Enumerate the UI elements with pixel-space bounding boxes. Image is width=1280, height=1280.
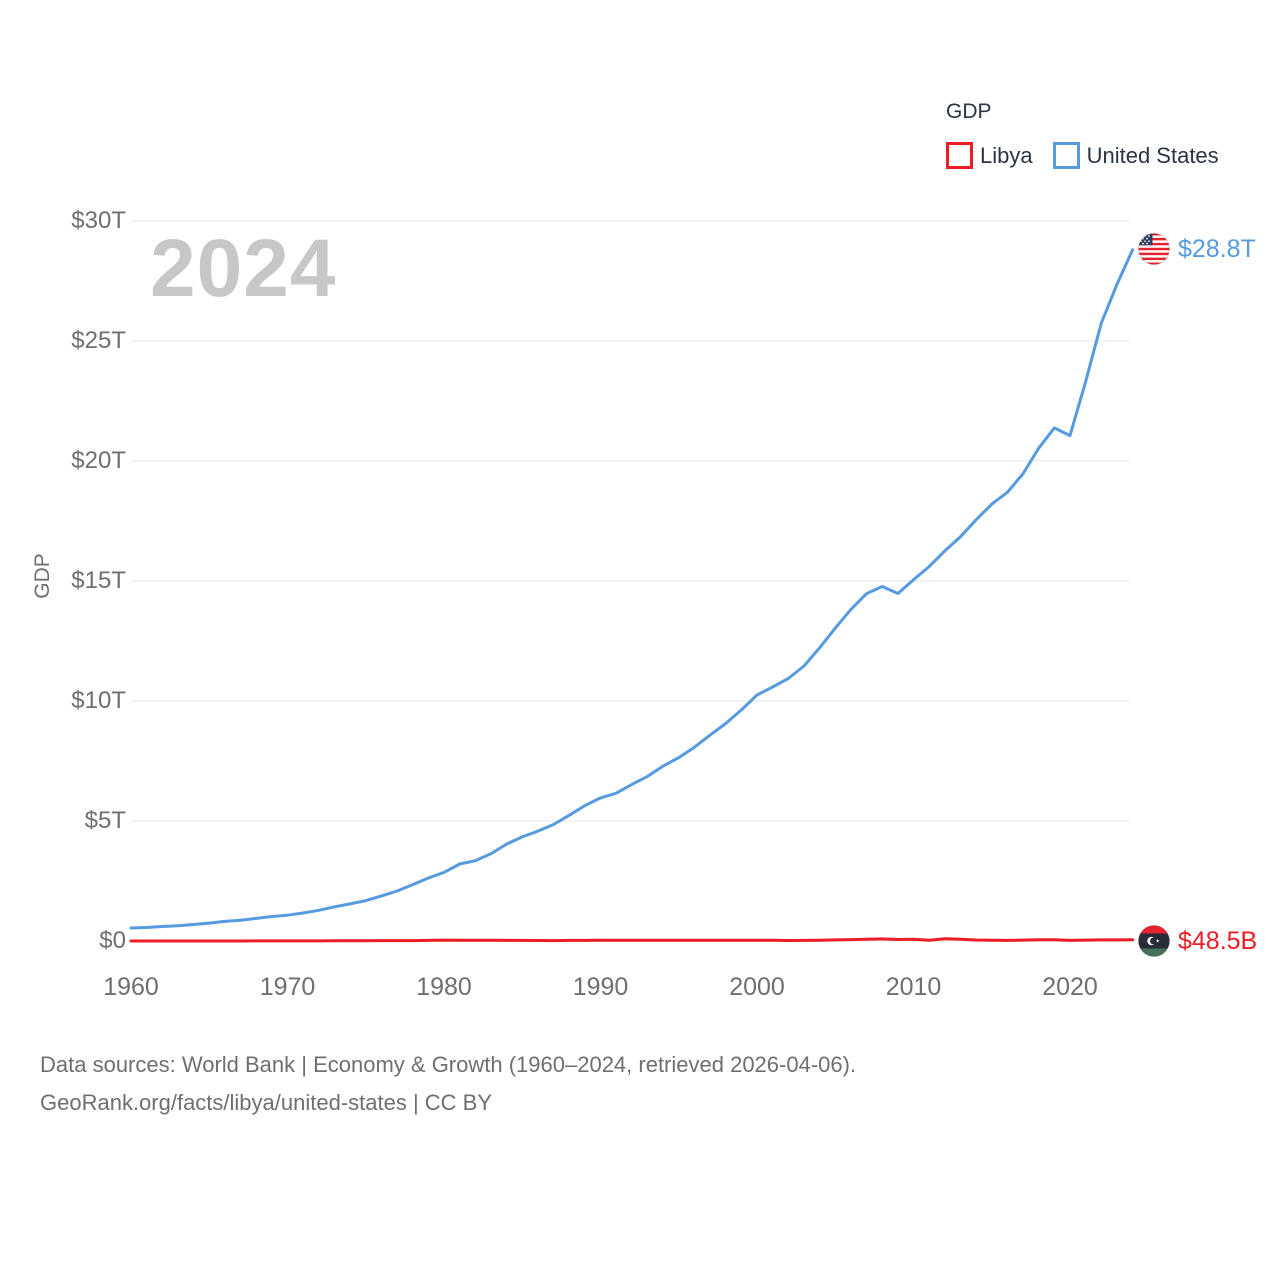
chart-legend: GDP Libya United States [946, 100, 1219, 169]
y-tick-label: $10T [71, 687, 126, 714]
y-tick-label: $0 [99, 927, 126, 954]
attribution-footer: Data sources: World Bank | Economy & Gro… [40, 1046, 856, 1122]
y-tick-label: $15T [71, 567, 126, 594]
x-tick-label: 2010 [885, 973, 942, 1001]
y-tick-label: $5T [84, 807, 126, 834]
x-tick-label: 1970 [259, 973, 316, 1001]
libya-series-swatch [946, 142, 973, 169]
x-tick-label: 2020 [1042, 973, 1098, 1001]
legend-item-united-states[interactable]: United States [1052, 142, 1219, 169]
x-tick-label: 1960 [103, 973, 159, 1001]
libya-gdp-value: $48.5B [1178, 927, 1258, 955]
y-tick-label: $30T [71, 207, 126, 234]
us-series-end-label: $28.8T [1138, 233, 1256, 265]
legend-label-united-states: United States [1086, 143, 1219, 168]
x-tick-label: 1990 [572, 973, 629, 1001]
legend-title: GDP [946, 100, 992, 123]
year-watermark: 2024 [150, 223, 337, 314]
citation-line: GeoRank.org/facts/libya/united-states | … [40, 1090, 493, 1115]
x-tick-label: 1980 [416, 973, 472, 1001]
y-tick-label: $20T [71, 447, 126, 474]
x-tick-label: 2000 [729, 973, 785, 1001]
y-tick-label: $25T [71, 327, 126, 354]
us-flag-icon [1138, 233, 1170, 265]
legend-label-libya: Libya [980, 143, 1033, 168]
libya-gdp-line [129, 937, 1135, 943]
united-states-gdp-line [129, 248, 1135, 930]
libya-series-end-label: $48.5B [1138, 925, 1257, 957]
us-gdp-value: $28.8T [1178, 235, 1256, 263]
united-states-series-swatch [1052, 142, 1080, 169]
data-sources-line: Data sources: World Bank | Economy & Gro… [40, 1052, 857, 1077]
libya-flag-icon [1138, 925, 1170, 957]
legend-items-row: Libya United States [946, 142, 1219, 169]
legend-item-libya[interactable]: Libya [946, 142, 1033, 169]
